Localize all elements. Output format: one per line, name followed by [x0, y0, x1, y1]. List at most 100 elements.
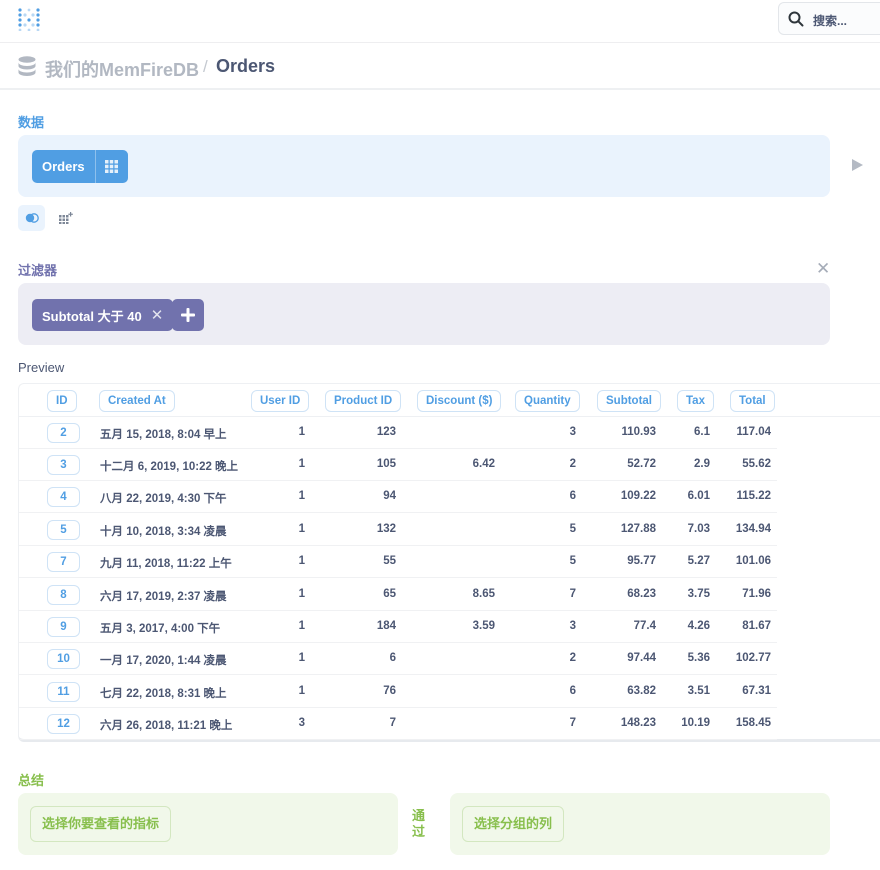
- user-id-cell: 1: [298, 426, 305, 438]
- add-filter-button[interactable]: [172, 299, 204, 331]
- row-id-link[interactable]: 11: [47, 682, 80, 702]
- plus-icon: [181, 308, 195, 322]
- row-id-link[interactable]: 4: [47, 487, 80, 507]
- product-id-cell: 65: [383, 588, 396, 600]
- custom-column-button[interactable]: [52, 205, 79, 231]
- add-column-icon: [58, 212, 73, 224]
- column-header-subtotal[interactable]: Subtotal: [597, 390, 661, 412]
- database-icon: [18, 56, 36, 76]
- column-header-total[interactable]: Total: [730, 390, 775, 412]
- column-header-user-id[interactable]: User ID: [251, 390, 310, 412]
- row-id-link[interactable]: 2: [47, 423, 80, 443]
- metric-box: 选择你要查看的指标: [18, 793, 398, 855]
- row-id-link[interactable]: 3: [47, 455, 80, 475]
- total-cell: 102.77: [735, 652, 771, 664]
- tax-cell: 2.9: [694, 458, 710, 470]
- app-logo-icon[interactable]: [17, 7, 41, 32]
- total-cell: 71.96: [742, 588, 771, 600]
- column-header-product-id[interactable]: Product ID: [325, 390, 402, 412]
- row-id-link[interactable]: 10: [47, 649, 80, 669]
- discount-cell: 3.59: [472, 620, 495, 632]
- tax-cell: 6.1: [694, 426, 710, 438]
- source-table-name[interactable]: Orders: [32, 150, 96, 183]
- breadcrumb-separator: /: [203, 57, 208, 76]
- data-section-label: 数据: [18, 115, 45, 130]
- quantity-cell: 3: [569, 620, 576, 632]
- product-id-cell: 94: [383, 490, 396, 502]
- quantity-cell: 2: [569, 458, 576, 470]
- column-header-discount[interactable]: Discount ($): [417, 390, 502, 412]
- search-input[interactable]: 搜索...: [778, 2, 880, 35]
- tax-cell: 3.51: [687, 685, 710, 697]
- filter-section-label: 过滤器: [18, 263, 58, 278]
- subtotal-cell: 148.23: [620, 717, 656, 729]
- total-cell: 117.04: [736, 426, 771, 438]
- filter-pill-label[interactable]: Subtotal 大于 40: [42, 308, 142, 324]
- total-cell: 158.45: [735, 717, 771, 729]
- subtotal-cell: 68.23: [627, 588, 656, 600]
- column-header-created-at[interactable]: Created At: [99, 390, 175, 412]
- product-id-cell: 184: [376, 620, 396, 632]
- product-id-cell: 76: [383, 685, 396, 697]
- total-cell: 134.94: [735, 523, 771, 535]
- quantity-cell: 5: [569, 523, 576, 535]
- table-row: 11 七月 22, 2018, 8:31 晚上 1 76 6 63.82 3.51 67.31: [19, 676, 777, 708]
- play-icon[interactable]: [852, 159, 863, 171]
- total-cell: 115.22: [736, 490, 771, 502]
- column-header-id[interactable]: ID: [47, 390, 77, 412]
- table-row: 10 一月 17, 2020, 1:44 凌晨 1 6 2 97.44 5.36 102.77: [19, 643, 777, 675]
- preview-label: Preview: [18, 360, 65, 375]
- table-row: 3 十二月 6, 2019, 10:22 晚上 1 105 6.42 2 52.72 2.9 5…: [19, 449, 777, 481]
- preview-table: ID Created At User ID Product ID Discoun…: [18, 383, 880, 742]
- table-header-row: ID Created At User ID Product ID Discoun…: [19, 384, 880, 417]
- join-icon: [25, 213, 39, 223]
- user-id-cell: 1: [298, 588, 305, 600]
- tax-cell: 5.36: [687, 652, 710, 664]
- source-table-pill[interactable]: Orders: [32, 150, 128, 183]
- created-at-cell: 十二月 6, 2019, 10:22 晚上: [100, 461, 239, 473]
- created-at-cell: 五月 15, 2018, 8:04 早上: [100, 429, 227, 441]
- subtotal-cell: 110.93: [621, 426, 656, 438]
- product-id-cell: 105: [376, 458, 396, 470]
- user-id-cell: 1: [298, 555, 305, 567]
- user-id-cell: 1: [298, 620, 305, 632]
- quantity-cell: 3: [569, 426, 576, 438]
- total-cell: 67.31: [742, 685, 771, 697]
- pick-group-column-button[interactable]: 选择分组的列: [462, 806, 565, 842]
- user-id-cell: 1: [298, 685, 305, 697]
- search-icon: [788, 11, 804, 27]
- tax-cell: 5.27: [687, 555, 710, 567]
- row-id-link[interactable]: 9: [47, 617, 80, 637]
- tax-cell: 4.26: [687, 620, 710, 632]
- quantity-cell: 2: [569, 652, 576, 664]
- user-id-cell: 1: [298, 523, 305, 535]
- table-row: 5 十月 10, 2018, 3:34 凌晨 1 132 5 127.88 7.03 134.…: [19, 514, 777, 546]
- row-id-link[interactable]: 5: [47, 520, 80, 540]
- subtotal-cell: 77.4: [633, 620, 656, 632]
- created-at-cell: 八月 22, 2019, 4:30 下午: [100, 493, 227, 505]
- join-data-button[interactable]: [18, 205, 45, 231]
- close-icon[interactable]: ✕: [150, 307, 164, 324]
- table-grid-icon[interactable]: [96, 150, 128, 183]
- pick-metric-button[interactable]: 选择你要查看的指标: [30, 806, 172, 842]
- row-id-link[interactable]: 12: [47, 714, 80, 734]
- column-header-tax[interactable]: Tax: [677, 390, 714, 412]
- filter-pill[interactable]: Subtotal 大于 40 ✕: [32, 299, 174, 331]
- discount-cell: 6.42: [472, 458, 495, 470]
- column-header-quantity[interactable]: Quantity: [515, 390, 580, 412]
- quantity-cell: 6: [569, 490, 576, 502]
- subtotal-cell: 95.77: [627, 555, 656, 567]
- by-label: 通过: [412, 808, 426, 839]
- subtotal-cell: 109.22: [620, 490, 656, 502]
- row-id-link[interactable]: 8: [47, 585, 80, 605]
- remove-filter-step-icon[interactable]: ✕: [816, 259, 831, 278]
- total-cell: 101.06: [735, 555, 771, 567]
- row-id-link[interactable]: 7: [47, 552, 80, 572]
- quantity-cell: 7: [569, 588, 576, 600]
- user-id-cell: 1: [298, 458, 305, 470]
- quantity-cell: 5: [569, 555, 576, 567]
- product-id-cell: 6: [389, 652, 396, 664]
- quantity-cell: 7: [569, 717, 576, 729]
- breadcrumb-database[interactable]: 我们的MemFireDB: [45, 60, 200, 80]
- filter-step-box: Subtotal 大于 40 ✕: [18, 283, 830, 345]
